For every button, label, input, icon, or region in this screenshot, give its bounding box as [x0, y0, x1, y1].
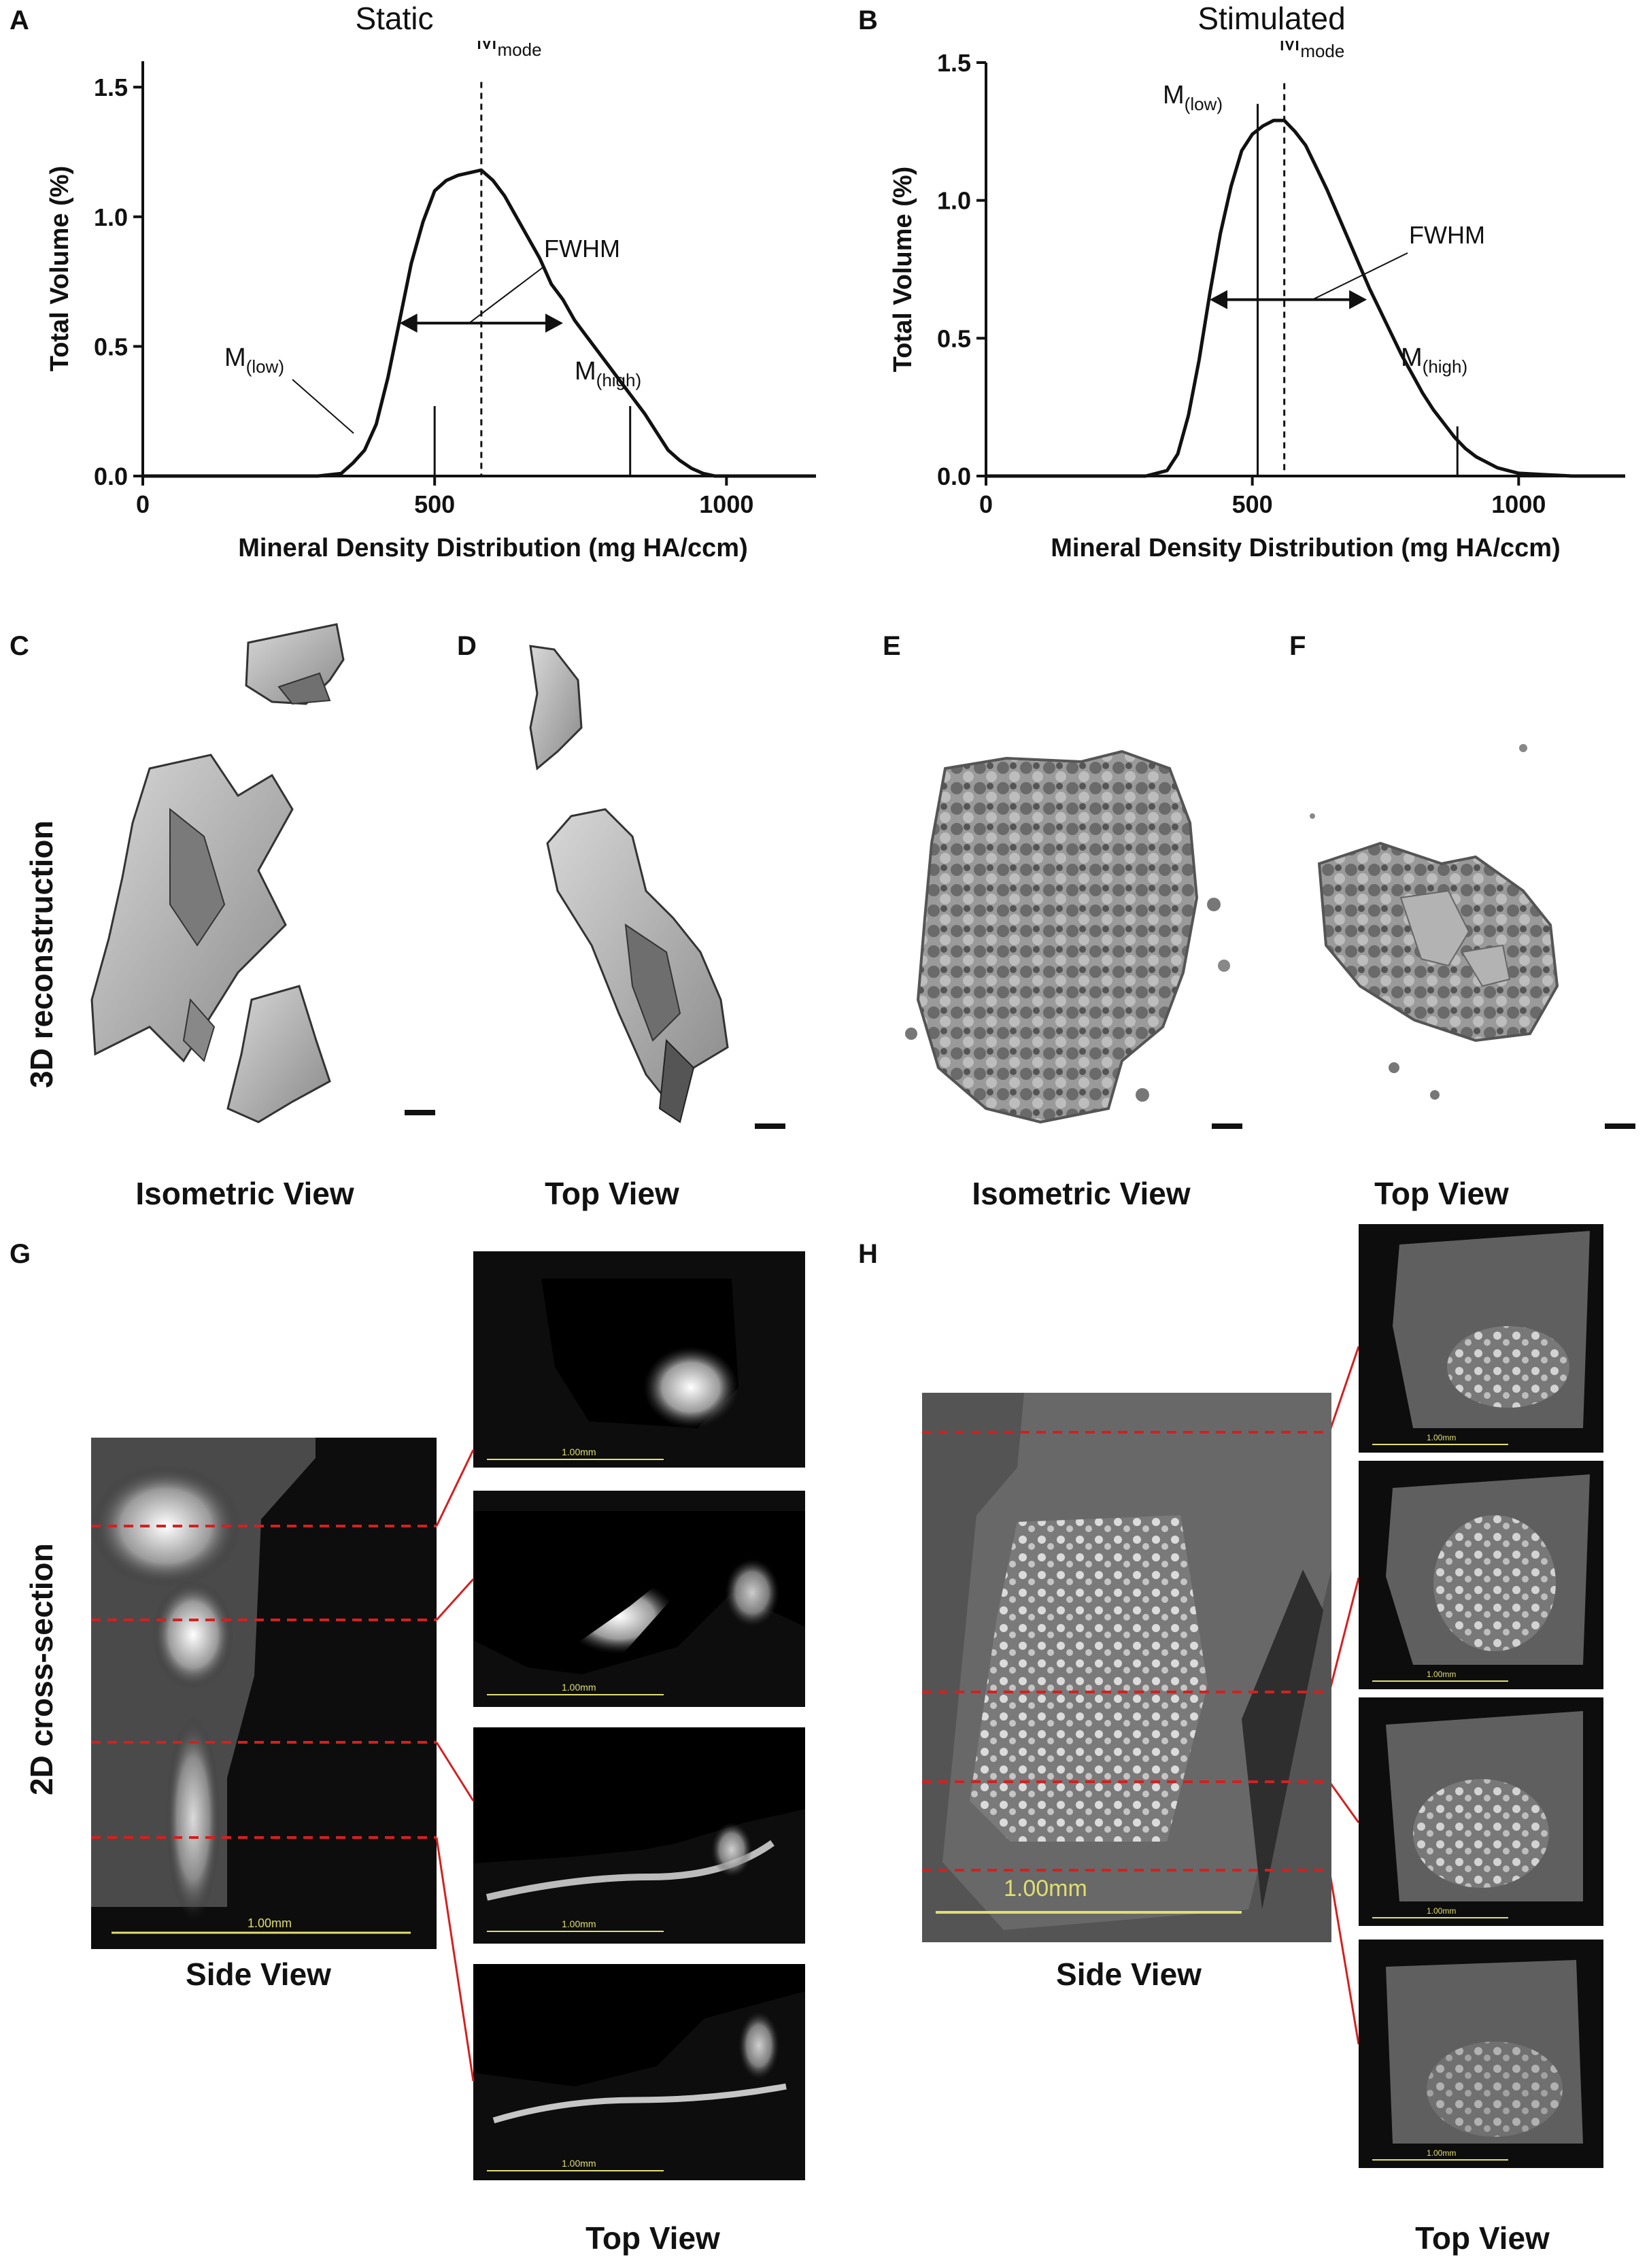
- chart-a-fwhm-leader: [469, 266, 545, 324]
- chart-b-title: Stimulated: [1197, 1, 1346, 36]
- caption-h-side-view: Side View: [1056, 1957, 1202, 1992]
- panel-g-top-view-4: 1.00mm: [473, 1964, 805, 2180]
- panel-label-d: D: [457, 631, 477, 661]
- scale-bar-d: [755, 1123, 785, 1129]
- chart-b-series-line: [986, 118, 1625, 478]
- panel-d-top-render: [529, 645, 785, 1129]
- caption-g-top-view: Top View: [585, 2220, 720, 2256]
- chart-a-xtick-label-1: 500: [414, 490, 455, 518]
- panel-h-top-view-4: 1.00mm: [1359, 1940, 1603, 2168]
- panel-label-f: F: [1289, 631, 1306, 661]
- panel-label-g: G: [10, 1239, 31, 1269]
- chart-b-fwhm-leader: [1312, 252, 1408, 301]
- caption-f-top-view: Top View: [1374, 1176, 1509, 1211]
- chart-a-xtick-label-2: 1000: [699, 490, 753, 518]
- chart-a-title: Static: [355, 1, 434, 36]
- svg-text:1.00mm: 1.00mm: [562, 2158, 596, 2169]
- panel-h-side-view-image: 1.00mm: [922, 1393, 1331, 1942]
- chart-a-mode-label: Mmode: [476, 41, 542, 60]
- chart-a-xlabel: Mineral Density Distribution (mg HA/ccm): [238, 534, 748, 562]
- caption-g-side-view: Side View: [186, 1957, 331, 1992]
- chart-b-fwhm-label: FWHM: [1409, 221, 1485, 249]
- caption-e-isometric-view: Isometric View: [972, 1176, 1191, 1211]
- chart-b-xtick-label-0: 0: [979, 490, 993, 518]
- svg-text:1.00mm: 1.00mm: [1427, 1906, 1456, 1916]
- chart-a-ytick-label-1: 0.5: [94, 333, 128, 360]
- chart-a-mode-sub: mode: [497, 41, 541, 60]
- chart-b: 0.0 0.5 1.0 1.5 0 500 1000 Mineral Density Dist…: [889, 41, 1625, 562]
- panel-label-a: A: [10, 5, 29, 35]
- chart-b-mode-sub: mode: [1300, 41, 1344, 61]
- scale-bar-e: [1212, 1123, 1242, 1129]
- chart-a-low-leader: [292, 379, 354, 434]
- panel-label-e: E: [883, 631, 901, 661]
- chart-a: 0.0 0.5 1.0 1.5 0 500 1000 Mineral Density Dist…: [46, 41, 816, 562]
- panel-h-top-view-2: 1.00mm: [1359, 1461, 1603, 1689]
- chart-a-series-line: [143, 168, 816, 478]
- svg-text:1.00mm: 1.00mm: [1427, 1670, 1456, 1679]
- svg-text:1.00mm: 1.00mm: [562, 1446, 596, 1457]
- chart-b-xlabel: Mineral Density Distribution (mg HA/ccm): [1051, 534, 1561, 562]
- svg-text:1.00mm: 1.00mm: [562, 1918, 596, 1929]
- chart-a-ytick-label-2: 1.0: [94, 203, 128, 231]
- chart-a-fwhm-label: FWHM: [544, 235, 620, 263]
- panel-label-c: C: [10, 631, 29, 661]
- svg-text:1.00mm: 1.00mm: [1427, 2148, 1456, 2158]
- chart-a-xtick-label-0: 0: [136, 490, 150, 518]
- caption-d-top-view: Top View: [545, 1176, 679, 1211]
- chart-b-high-sub: (high): [1423, 356, 1467, 377]
- chart-b-mode-label: Mmode: [1279, 41, 1345, 61]
- panel-label-h: H: [858, 1239, 878, 1269]
- panel-f-top-render: [1310, 744, 1635, 1129]
- chart-b-fwhm-arrowhead-right: [1349, 290, 1367, 309]
- chart-b-xtick-label-1: 500: [1232, 490, 1273, 518]
- svg-text:1.00mm: 1.00mm: [562, 1682, 596, 1693]
- panel-e-isometric-render: [905, 749, 1242, 1129]
- caption-h-top-view: Top View: [1415, 2220, 1550, 2256]
- chart-b-ytick-label-0: 0.0: [937, 462, 971, 490]
- panel-h-top-view-3: 1.00mm: [1359, 1697, 1603, 1926]
- scale-bar-f: [1605, 1123, 1635, 1129]
- chart-a-fwhm-arrowhead-right: [545, 314, 563, 333]
- chart-b-ytick-label-2: 1.0: [937, 187, 971, 215]
- scale-bar-c: [405, 1110, 435, 1115]
- chart-b-ytick-label-1: 0.5: [937, 324, 971, 352]
- panel-g-top-view-1: 1.00mm: [473, 1251, 805, 1468]
- chart-b-ytick-label-3: 1.5: [937, 49, 971, 77]
- panel-g-side-view-image: 1.00mm: [91, 1438, 437, 1949]
- panel-c-isometric-render: [90, 623, 435, 1123]
- chart-a-ylabel: Total Volume (%): [46, 166, 74, 372]
- chart-a-fwhm-arrowhead-left: [399, 314, 418, 333]
- panel-label-b: B: [858, 5, 878, 35]
- chart-a-ytick-label-3: 1.5: [94, 73, 128, 101]
- chart-b-ylabel: Total Volume (%): [889, 167, 917, 373]
- panel-g-top-view-2: 1.00mm: [473, 1491, 805, 1707]
- chart-b-xtick-label-2: 1000: [1491, 490, 1546, 518]
- caption-c-isometric-view: Isometric View: [135, 1176, 354, 1211]
- chart-a-low-sub: (low): [246, 356, 284, 377]
- chart-a-ytick-label-0: 0.0: [94, 462, 128, 490]
- panel-g-top-view-3: 1.00mm: [473, 1727, 805, 1944]
- scale-text-g-side: 1.00mm: [248, 1916, 292, 1930]
- panel-h-top-view-1: 1.00mm: [1359, 1224, 1603, 1453]
- svg-text:1.00mm: 1.00mm: [1427, 1433, 1456, 1442]
- chart-b-fwhm-arrowhead-left: [1210, 290, 1227, 309]
- chart-b-low-sub: (low): [1185, 94, 1223, 114]
- scale-text-h-side: 1.00mm: [1004, 1876, 1087, 1901]
- chart-a-high-sub: (high): [596, 370, 641, 390]
